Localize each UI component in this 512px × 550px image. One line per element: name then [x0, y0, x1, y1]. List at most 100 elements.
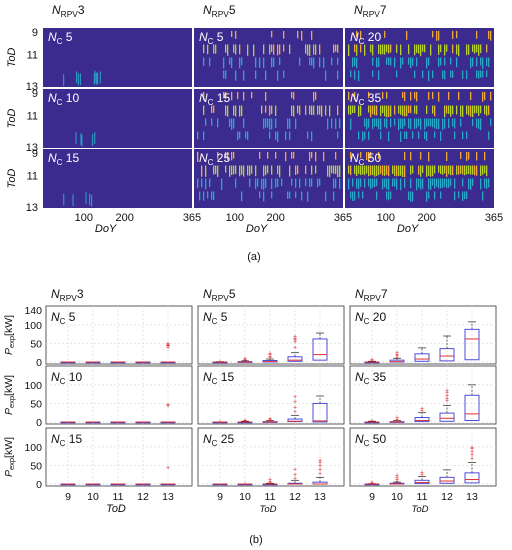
heatmap-cell: [474, 165, 476, 176]
figure-b-boxplots: NRPV3 NRPV5 NRPV7 +++++NC 5+ +++ +++++++++NC…: [3, 287, 497, 546]
heatmap-cell: [476, 165, 478, 176]
heatmap-cell: [368, 165, 370, 177]
heatmap-cell: [448, 178, 450, 188]
heatmap-cell: [480, 70, 482, 78]
heatmap-cell: [283, 44, 285, 52]
heatmap-cell: [368, 91, 370, 99]
heatmap-cell: [229, 165, 231, 177]
heatmap-cell: [426, 118, 428, 127]
heatmap-cell: [400, 57, 402, 69]
heatmap-cell: [410, 191, 412, 202]
heatmap-cell: [354, 44, 356, 52]
box-outlier: +: [318, 467, 322, 474]
heatmap-cell: [211, 191, 213, 200]
box-outlier: +: [420, 472, 424, 479]
heatmap-cell: [283, 70, 285, 78]
heatmap-cell: [406, 131, 408, 139]
heatmap-cell: [366, 151, 368, 161]
heatmap-cell: [414, 70, 416, 79]
heatmap-panel-label: NC 15: [48, 151, 79, 167]
heatmap-cell: [464, 165, 466, 176]
heatmap-cell: [348, 178, 350, 190]
heatmap-cell: [243, 70, 245, 81]
heatmap-cell: [271, 57, 273, 68]
heatmap-cell: [285, 131, 287, 141]
box: ++: [237, 417, 253, 425]
heatmap-cell: [364, 131, 366, 140]
heatmap-cell: [432, 118, 434, 128]
heatmap-cell: [358, 178, 360, 190]
box-outlier: +: [166, 342, 170, 349]
box-outlier: +: [166, 341, 170, 348]
heatmap-cell: [337, 70, 339, 80]
heatmap-cell: [448, 165, 450, 175]
heatmap-cell: [295, 165, 297, 175]
heatmap-cell: [434, 105, 436, 117]
heatmap-cell: [225, 44, 227, 53]
heatmap-cell: [271, 118, 273, 130]
heatmap-cell: [317, 105, 319, 115]
heatmap-cell: [434, 165, 436, 174]
heatmap-cell: [450, 165, 452, 176]
heatmap-cell: [468, 151, 470, 160]
heatmap-cell: [279, 165, 281, 178]
heatmap-cell: [277, 44, 279, 56]
heatmap-cell: [468, 178, 470, 190]
heatmap-cell: [323, 57, 325, 68]
heatmap-cell: [412, 131, 414, 139]
heatmap-cell: [354, 91, 356, 101]
figure-b-y-tick: 100: [24, 320, 42, 332]
heatmap-cell: [235, 30, 237, 39]
heatmap-cell: [267, 118, 269, 128]
heatmap-cell: [376, 105, 378, 116]
heatmap-cell: [337, 131, 339, 139]
heatmap-panel-label: NC 5: [199, 30, 224, 46]
heatmap-cell: [241, 57, 243, 66]
heatmap-cell: [384, 44, 386, 55]
heatmap-cell: [480, 118, 482, 131]
heatmap-cell: [486, 70, 488, 77]
heatmap-cell: [311, 30, 313, 40]
figure-b-x-axis-label: ToD: [259, 504, 276, 515]
figure-b-y-tick: 0: [36, 479, 42, 491]
box: +++++: [464, 444, 480, 484]
heatmap-cell: [376, 165, 378, 176]
heatmap-cell: [400, 105, 402, 115]
box-body: [439, 412, 455, 422]
box-outlier: +: [470, 444, 474, 451]
heatmap-cell: [313, 44, 315, 55]
heatmap-cell: [339, 178, 341, 189]
heatmap-cell: [424, 118, 426, 130]
heatmap-cell: [392, 178, 394, 187]
heatmap-cell: [484, 151, 486, 161]
heatmap-cell: [462, 105, 464, 117]
heatmap-cell: [452, 30, 454, 40]
heatmap-cell: [386, 191, 388, 200]
heatmap-cell: [382, 165, 384, 176]
heatmap-cell: [448, 118, 450, 129]
heatmap-cell: [466, 131, 468, 139]
heatmap-panel: NC 15: [194, 89, 343, 148]
heatmap-cell: [225, 165, 227, 173]
box-outlier: +: [395, 354, 399, 361]
figure-b-x-axis-label: ToD: [411, 504, 428, 515]
heatmap-cell: [209, 57, 211, 67]
figure-b-y-tick: 50: [30, 398, 42, 410]
heatmap-cell: [301, 30, 303, 41]
heatmap-cell: [400, 178, 402, 191]
heatmap-background: [43, 28, 192, 87]
box: [135, 483, 151, 486]
box: ++: [414, 470, 430, 485]
heatmap-cell: [301, 191, 303, 201]
heatmap-cell: [428, 151, 430, 162]
figure-b-y-tick: 50: [30, 338, 42, 350]
box-outlier: +: [445, 398, 449, 405]
heatmap-cell: [384, 105, 386, 117]
heatmap-cell: [446, 178, 448, 188]
heatmap-cell: [309, 57, 311, 66]
heatmap-cell: [247, 165, 249, 176]
heatmap-cell: [398, 105, 400, 114]
heatmap-cell: [309, 151, 311, 162]
heatmap-panel: NC 15: [43, 149, 192, 208]
